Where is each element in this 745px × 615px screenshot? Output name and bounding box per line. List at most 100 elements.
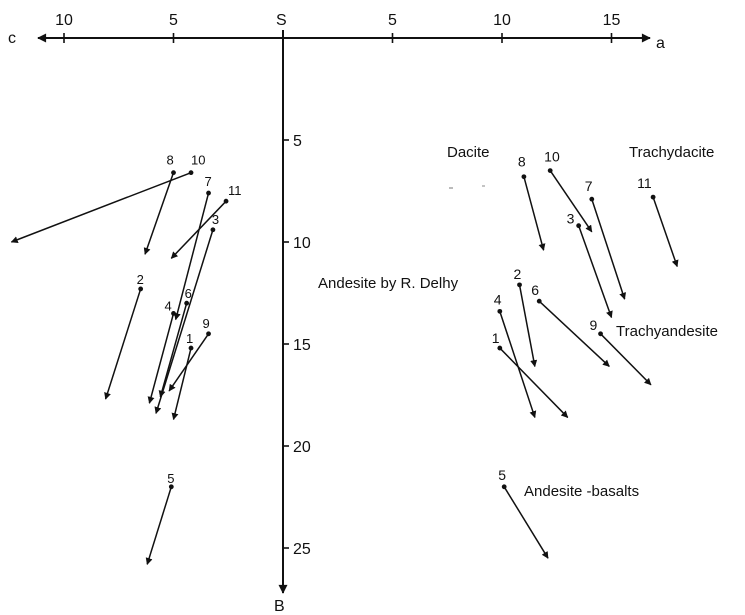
left-vector-label-4: 4 [165,298,172,313]
right-vector-arrow-9 [600,333,652,386]
left-vector-point-4 [171,311,176,316]
right-vector-label-7: 7 [585,178,593,194]
left-vector-point-6 [184,300,190,306]
left-vector-8: 8 [143,153,176,255]
left-vector-arrow-2 [104,288,142,400]
right-vector-group: 8 10 7 11 3 24 6 9 1 5 [492,149,679,559]
right-vector-10: 10 [544,149,593,233]
right-vector-point-6 [536,298,542,304]
left-vector-11: 11 [170,183,242,259]
left-vector-label-6: 6 [185,286,192,301]
left-vector-10: 10 [10,153,205,243]
scan-specks [449,185,485,189]
rock-labels: Dacite Trachydacite Andesite by R. Delhy… [318,144,718,500]
right-vector-point-9 [598,331,603,337]
label-dacite: Dacite [447,144,490,161]
left-vector-2: 2 [104,272,144,400]
right-vector-point-4 [497,308,503,314]
left-vector-3: 3 [154,212,219,415]
right-vector-arrow-3 [577,225,613,319]
right-vector-label-2: 2 [514,266,522,282]
right-vector-arrow-8 [523,176,546,251]
top-tick-label-4: 15 [603,12,621,29]
left-vector-label-1: 1 [186,331,193,346]
left-vector-label-11: 11 [228,183,242,198]
label-trachyandesite: Trachyandesite [616,323,718,340]
left-vector-4: 4 [147,298,176,404]
left-vector-point-7 [206,190,211,196]
right-vector-point-2 [517,282,522,288]
left-vector-arrow-8 [143,172,175,255]
left-vector-point-3 [210,227,216,233]
right-vector-label-6: 6 [531,282,539,298]
axis-label-c: c [8,30,16,47]
left-vector-6: 6 [158,286,192,398]
left-vector-label-5: 5 [167,471,174,486]
right-vector-point-5 [501,484,507,490]
left-vector-label-10: 10 [191,153,205,168]
left-vector-point-10 [188,170,194,176]
right-vector-label-10: 10 [544,149,560,165]
left-vector-arrow-10 [10,171,192,243]
vertical-tick-label-4: 25 [293,541,311,558]
right-vector-2: 2 [514,266,538,368]
right-vector-11: 11 [637,175,679,268]
left-vector-label-8: 8 [167,153,174,168]
vertical-tick-label-1: 10 [293,235,311,252]
left-vector-arrow-1 [171,347,192,421]
right-vector-arrow-4 [499,311,537,419]
right-vector-9: 9 [590,317,652,386]
left-vector-7: 7 [173,174,212,321]
right-vector-point-8 [521,174,527,180]
top-tick-label-1: 5 [169,12,178,29]
vertical-tick-label-3: 20 [293,439,311,456]
right-vector-point-7 [589,196,595,202]
left-vector-point-9 [206,331,211,337]
vertical-tick-label-2: 15 [293,337,311,354]
right-vector-point-10 [547,168,553,174]
left-vector-1: 1 [171,331,194,421]
left-vector-arrow-5 [145,486,173,565]
top-tick-label-3: 10 [493,12,511,29]
right-vector-arrow-11 [652,196,679,268]
right-vector-label-5: 5 [498,467,506,483]
right-vector-label-11: 11 [637,175,652,191]
left-vector-arrow-3 [154,229,214,415]
left-vector-5: 5 [145,471,175,565]
left-vector-arrow-6 [158,302,188,398]
left-vector-arrow-9 [168,333,210,392]
right-vector-5: 5 [498,467,549,559]
right-vector-arrow-1 [499,347,569,418]
right-vector-arrow-5 [503,486,549,559]
axis-label-b: B [274,598,285,615]
right-vector-label-4: 4 [494,291,502,307]
left-vector-label-3: 3 [212,212,219,227]
left-vector-point-11 [223,198,229,204]
left-vector-label-7: 7 [205,174,212,189]
left-vector-point-2 [138,286,144,292]
left-vector-label-2: 2 [137,272,144,287]
right-vector-label-8: 8 [518,154,526,170]
top-axis-ticks: 10 5 5 10 15 [55,12,621,43]
right-vector-7: 7 [585,178,626,300]
right-vector-point-1 [497,345,503,351]
label-trachydacite: Trachydacite [629,144,714,161]
right-vector-point-3 [576,223,582,229]
right-vector-6: 6 [531,282,610,367]
left-vector-point-8 [171,170,176,176]
right-vector-3: 3 [567,211,613,319]
left-vector-label-9: 9 [203,316,210,331]
right-vector-label-3: 3 [567,211,575,227]
left-vector-arrow-4 [147,313,175,404]
top-tick-label-0: 10 [55,12,73,29]
left-vector-arrow-11 [170,200,227,259]
left-vector-arrow-7 [173,192,210,321]
axis-label-a: a [656,35,665,52]
left-vector-point-5 [168,484,174,490]
vertical-axis-ticks: 5 10 15 20 25 [283,133,311,558]
right-vector-label-9: 9 [590,317,598,333]
vertical-tick-label-0: 5 [293,133,302,150]
label-andesite-basalts: Andesite -basalts [524,483,639,500]
